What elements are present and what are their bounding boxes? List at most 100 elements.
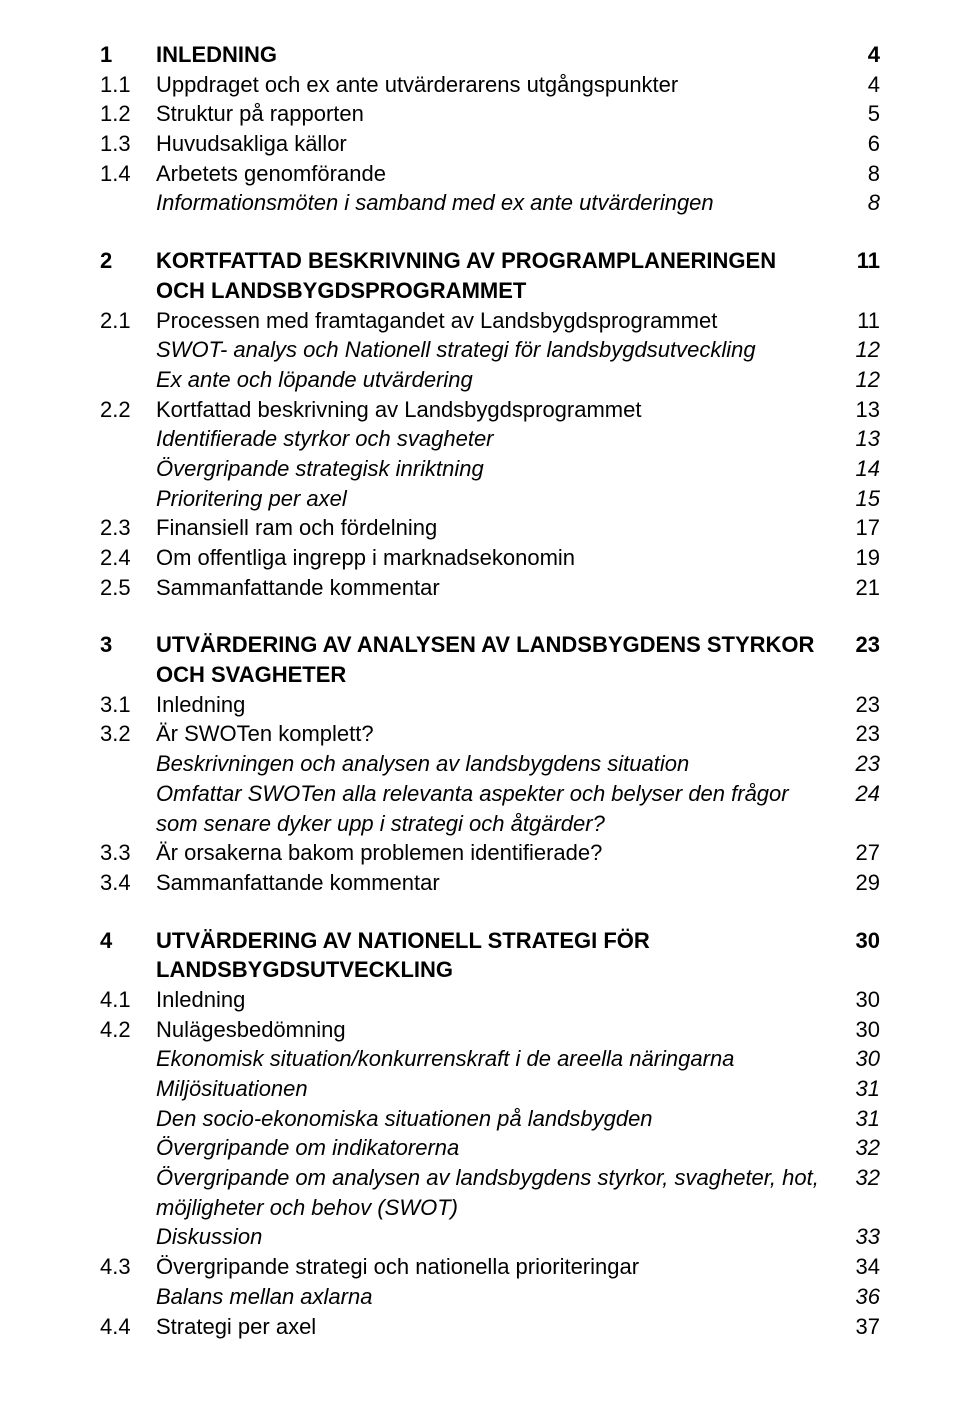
toc-entry-number: 4.4 <box>100 1312 156 1342</box>
toc-entry-text: Om offentliga ingrepp i marknadsekonomin <box>156 543 840 573</box>
toc-entry: Den socio-ekonomiska situationen på land… <box>156 1104 880 1134</box>
toc-entry-text: Ekonomisk situation/konkurrenskraft i de… <box>156 1044 840 1074</box>
toc-subentry-wrap: Ex ante och löpande utvärdering12 <box>100 365 880 395</box>
toc-entry-page: 13 <box>840 424 880 454</box>
toc-entry-page: 11 <box>840 246 880 276</box>
toc-entry-text: Arbetets genomförande <box>156 159 840 189</box>
toc-entry: 3.2Är SWOTen komplett?23 <box>100 719 880 749</box>
toc-entry-text: Identifierade styrkor och svagheter <box>156 424 840 454</box>
toc-entry-page: 34 <box>840 1252 880 1282</box>
toc-entry-page: 4 <box>840 70 880 100</box>
toc-entry-number: 2.2 <box>100 395 156 425</box>
toc-entry-page: 8 <box>840 159 880 189</box>
toc-entry-number: 4 <box>100 926 156 956</box>
toc-entry-number: 2.3 <box>100 513 156 543</box>
toc-subentry-wrap: Ekonomisk situation/konkurrenskraft i de… <box>100 1044 880 1074</box>
toc-entry-page: 31 <box>840 1074 880 1104</box>
toc-entry: 3.4Sammanfattande kommentar29 <box>100 868 880 898</box>
toc-entry-text: Struktur på rapporten <box>156 99 840 129</box>
toc-entry: Övergripande om analysen av landsbygdens… <box>156 1163 880 1222</box>
toc-entry-text: Inledning <box>156 690 840 720</box>
toc-entry-text: Övergripande om indikatorerna <box>156 1133 840 1163</box>
toc-entry-page: 32 <box>840 1133 880 1163</box>
toc-entry-number: 4.1 <box>100 985 156 1015</box>
toc-entry: 4UTVÄRDERING AV NATIONELL STRATEGI FÖR L… <box>100 926 880 985</box>
toc-entry-page: 23 <box>840 690 880 720</box>
toc-entry-text: Informationsmöten i samband med ex ante … <box>156 188 840 218</box>
toc-entry-text: Inledning <box>156 985 840 1015</box>
toc-entry: Identifierade styrkor och svagheter13 <box>156 424 880 454</box>
toc-entry: 1.1Uppdraget och ex ante utvärderarens u… <box>100 70 880 100</box>
toc-entry: Ex ante och löpande utvärdering12 <box>156 365 880 395</box>
toc-entry: 2.3Finansiell ram och fördelning17 <box>100 513 880 543</box>
toc-entry-number: 2.5 <box>100 573 156 603</box>
toc-entry-page: 30 <box>840 926 880 956</box>
toc-subentry-wrap: Den socio-ekonomiska situationen på land… <box>100 1104 880 1134</box>
toc-entry-number: 1 <box>100 40 156 70</box>
toc-entry-text: INLEDNING <box>156 40 840 70</box>
toc-entry-page: 30 <box>840 1044 880 1074</box>
toc-entry: 1.4Arbetets genomförande8 <box>100 159 880 189</box>
toc-entry-text: UTVÄRDERING AV ANALYSEN AV LANDSBYGDENS … <box>156 630 840 689</box>
toc-entry-page: 33 <box>840 1222 880 1252</box>
toc-entry-text: Beskrivningen och analysen av landsbygde… <box>156 749 840 779</box>
toc-entry-page: 6 <box>840 129 880 159</box>
toc-subentry-wrap: Identifierade styrkor och svagheter13 <box>100 424 880 454</box>
toc-entry: Ekonomisk situation/konkurrenskraft i de… <box>156 1044 880 1074</box>
toc-entry-text: Uppdraget och ex ante utvärderarens utgå… <box>156 70 840 100</box>
toc-entry-number: 4.3 <box>100 1252 156 1282</box>
toc-entry-page: 30 <box>840 985 880 1015</box>
toc-entry-text: Processen med framtagandet av Landsbygds… <box>156 306 840 336</box>
toc-entry: Omfattar SWOTen alla relevanta aspekter … <box>156 779 880 838</box>
toc-entry-text: Nulägesbedömning <box>156 1015 840 1045</box>
toc-subentry-wrap: Övergripande om analysen av landsbygdens… <box>100 1163 880 1222</box>
toc-entry-text: Övergripande strategisk inriktning <box>156 454 840 484</box>
toc-entry-text: Balans mellan axlarna <box>156 1282 840 1312</box>
toc-entry-page: 27 <box>840 838 880 868</box>
toc-entry: Övergripande strategisk inriktning14 <box>156 454 880 484</box>
toc-entry-number: 2.1 <box>100 306 156 336</box>
toc-entry: 2.1Processen med framtagandet av Landsby… <box>100 306 880 336</box>
toc-entry: 4.2Nulägesbedömning30 <box>100 1015 880 1045</box>
toc-entry: 1.2Struktur på rapporten5 <box>100 99 880 129</box>
toc-entry-text: Är orsakerna bakom problemen identifiera… <box>156 838 840 868</box>
toc-subentry-wrap: Informationsmöten i samband med ex ante … <box>100 188 880 218</box>
toc-entry-page: 12 <box>840 335 880 365</box>
toc-entry-page: 36 <box>840 1282 880 1312</box>
toc-subentry-wrap: Diskussion33 <box>100 1222 880 1252</box>
toc-entry-text: Finansiell ram och fördelning <box>156 513 840 543</box>
toc-subentry-wrap: Prioritering per axel15 <box>100 484 880 514</box>
toc-entry: 2KORTFATTAD BESKRIVNING AV PROGRAMPLANER… <box>100 246 880 305</box>
toc-entry-page: 15 <box>840 484 880 514</box>
toc-entry: 1.3Huvudsakliga källor6 <box>100 129 880 159</box>
toc-entry-text: SWOT- analys och Nationell strategi för … <box>156 335 840 365</box>
toc-entry-text: Diskussion <box>156 1222 840 1252</box>
toc-entry-page: 29 <box>840 868 880 898</box>
toc-entry-number: 3.1 <box>100 690 156 720</box>
toc-entry-number: 3 <box>100 630 156 660</box>
toc-subentry-wrap: Omfattar SWOTen alla relevanta aspekter … <box>100 779 880 838</box>
toc-entry: Miljösituationen31 <box>156 1074 880 1104</box>
toc-entry-page: 23 <box>840 749 880 779</box>
toc-entry-text: Kortfattad beskrivning av Landsbygdsprog… <box>156 395 840 425</box>
toc-entry: 2.5Sammanfattande kommentar21 <box>100 573 880 603</box>
toc-entry-text: Övergripande strategi och nationella pri… <box>156 1252 840 1282</box>
toc-entry: 2.2Kortfattad beskrivning av Landsbygdsp… <box>100 395 880 425</box>
toc-entry-number: 1.4 <box>100 159 156 189</box>
toc-entry-text: Prioritering per axel <box>156 484 840 514</box>
toc-entry: Balans mellan axlarna36 <box>156 1282 880 1312</box>
toc-entry-page: 31 <box>840 1104 880 1134</box>
toc-entry: Diskussion33 <box>156 1222 880 1252</box>
toc-subentry-wrap: Balans mellan axlarna36 <box>100 1282 880 1312</box>
toc-entry-page: 12 <box>840 365 880 395</box>
toc-entry-page: 11 <box>840 306 880 336</box>
toc-subentry-wrap: Beskrivningen och analysen av landsbygde… <box>100 749 880 779</box>
toc-entry-number: 4.2 <box>100 1015 156 1045</box>
toc-entry-page: 17 <box>840 513 880 543</box>
toc-entry-number: 3.4 <box>100 868 156 898</box>
toc-entry-page: 19 <box>840 543 880 573</box>
toc-entry-page: 4 <box>840 40 880 70</box>
toc-entry-text: UTVÄRDERING AV NATIONELL STRATEGI FÖR LA… <box>156 926 840 985</box>
toc-entry-number: 1.1 <box>100 70 156 100</box>
toc-entry-page: 14 <box>840 454 880 484</box>
